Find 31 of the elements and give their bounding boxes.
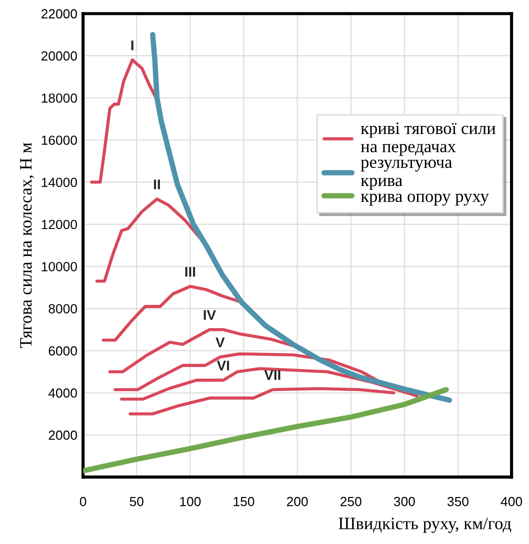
x-tick-label: 50 bbox=[130, 496, 144, 506]
legend-label: крива опору руху bbox=[360, 194, 489, 206]
annotation: IV bbox=[204, 310, 216, 320]
x-tick-label: 300 bbox=[394, 496, 415, 506]
annotation: V bbox=[216, 338, 225, 348]
y-tick-label: 20000 bbox=[41, 51, 77, 61]
y-tick-label: 8000 bbox=[48, 304, 77, 314]
x-tick-label: 0 bbox=[80, 496, 86, 506]
annotation: II bbox=[154, 180, 160, 190]
y-tick-label: 12000 bbox=[42, 220, 77, 230]
y-tick-label: 2000 bbox=[48, 430, 77, 440]
annotation: III bbox=[185, 267, 196, 277]
annotation: I bbox=[131, 40, 134, 50]
annotation: VI bbox=[216, 360, 230, 370]
y-tick-label: 14000 bbox=[42, 178, 77, 188]
x-axis-title: Швидкість руху, км/год bbox=[338, 518, 512, 533]
y-tick-label: 22000 bbox=[41, 9, 77, 19]
y-tick-label: 4000 bbox=[48, 388, 77, 398]
x-tick-label: 350 bbox=[447, 496, 468, 506]
x-tick-label: 200 bbox=[286, 496, 308, 506]
x-tick-label: 100 bbox=[180, 496, 201, 506]
x-tick-label: 250 bbox=[340, 496, 362, 506]
y-tick-label: 10000 bbox=[42, 262, 77, 272]
annotation: VII bbox=[264, 370, 280, 380]
y-tick-label: 6000 bbox=[48, 346, 77, 356]
x-tick-label: 150 bbox=[234, 496, 254, 506]
y-tick-label: 16000 bbox=[42, 136, 77, 145]
y-tick-label: 18000 bbox=[42, 93, 77, 103]
legend-label: криві тягової сили на передачах bbox=[360, 122, 496, 156]
y-axis-title: Тягова сила на колесах, Н м bbox=[20, 142, 34, 348]
x-tick-label: 400 bbox=[500, 496, 522, 506]
